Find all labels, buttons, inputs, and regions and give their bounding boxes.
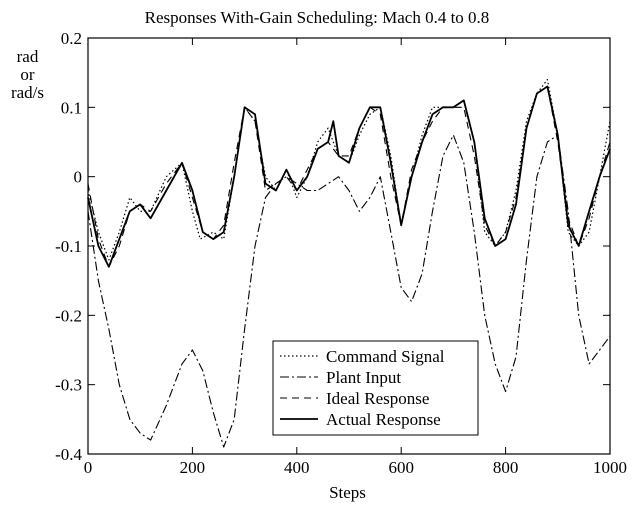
legend-label-ideal-response: Ideal Response <box>326 389 429 408</box>
y-tick-label: -0.3 <box>55 376 82 395</box>
legend-label-plant-input: Plant Input <box>326 368 401 387</box>
y-tick-label: 0.2 <box>61 29 82 48</box>
series-line-command-signal <box>87 79 611 261</box>
y-axis-label-line-3: rad/s <box>10 83 45 102</box>
y-tick-label: 0.1 <box>61 98 82 117</box>
x-tick-label: 600 <box>388 458 414 477</box>
series-line-actual-response <box>87 85 611 268</box>
y-tick-label: -0.2 <box>55 306 82 325</box>
x-tick-label: 400 <box>284 458 310 477</box>
y-axis-label-line-1: rad <box>16 47 39 66</box>
y-tick-label: -0.1 <box>55 237 82 256</box>
chart-title: Responses With-Gain Scheduling: Mach 0.4… <box>144 8 490 27</box>
x-tick-label: 800 <box>493 458 519 477</box>
x-tick-label: 200 <box>180 458 206 477</box>
x-tick-label: 1000 <box>593 458 627 477</box>
axis-ticks: 0 200 400 600 800 1000 -0.4 -0.3 -0.2 -0.1 0 0.1 0.2 <box>55 29 627 477</box>
y-axis-label-line-2: or <box>20 65 35 84</box>
y-tick-label: 0 <box>74 168 83 187</box>
x-tick-label: 0 <box>84 458 93 477</box>
series-layer <box>87 79 611 448</box>
y-tick-label: -0.4 <box>55 445 82 464</box>
legend-label-actual-response: Actual Response <box>326 410 441 429</box>
series-line-plant-input <box>87 134 611 448</box>
x-axis-label: Steps <box>329 483 366 502</box>
legend: Command Signal Plant Input Ideal Response A… <box>272 340 479 436</box>
legend-label-command-signal: Command Signal <box>326 347 445 366</box>
